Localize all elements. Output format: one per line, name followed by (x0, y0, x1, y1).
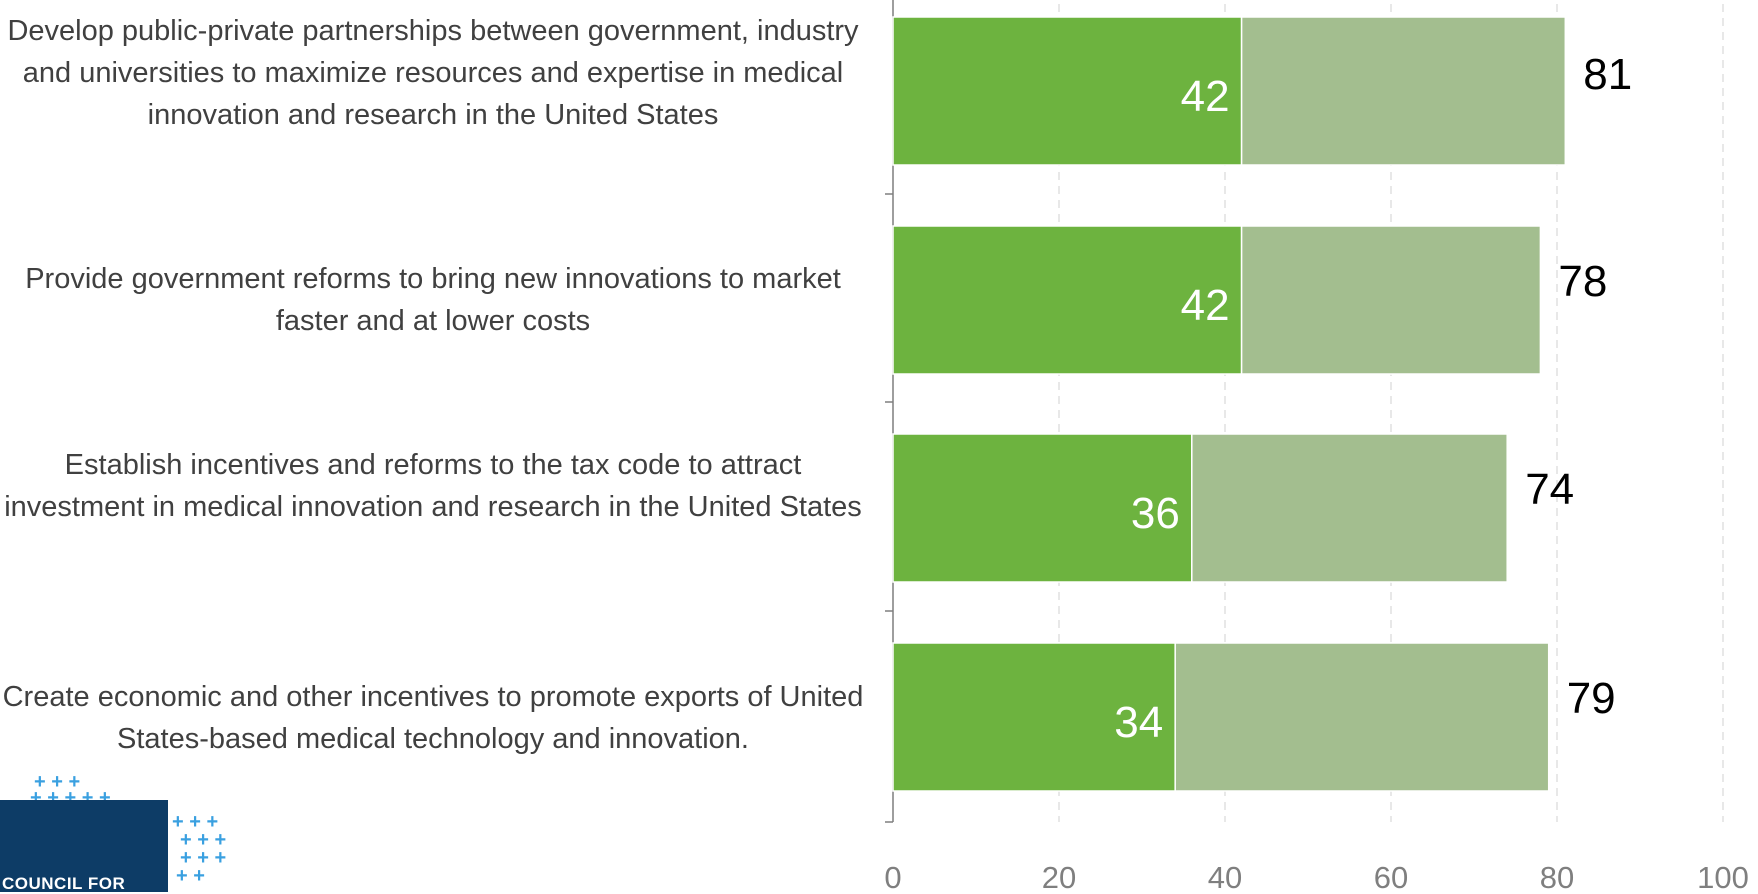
segment-value-label: 36 (1131, 489, 1180, 538)
x-tick-label: 80 (1540, 860, 1574, 892)
total-value-label: 78 (1558, 257, 1607, 306)
x-tick-label: 40 (1208, 860, 1242, 892)
bar-segment-secondary (1191, 433, 1508, 583)
category-label: Develop public-private partnerships betw… (7, 15, 859, 131)
organization-logo: + + + + + + + + + + + + + + + + + + + CO… (0, 771, 240, 893)
plus-mark-icon: + + + (180, 829, 227, 851)
bar-segment-primary (892, 433, 1193, 583)
category-label: Provide government reforms to bring new … (25, 263, 841, 337)
category-label: Establish incentives and reforms to the … (4, 449, 862, 523)
segment-value-label: 42 (1181, 281, 1230, 330)
bar-segment-secondary (1240, 225, 1542, 375)
category-label: Create economic and other incentives to … (2, 681, 864, 755)
logo-box (0, 800, 168, 892)
total-value-label: 79 (1567, 674, 1616, 723)
x-tick-label: 100 (1697, 860, 1749, 892)
total-value-label: 81 (1583, 50, 1632, 99)
plus-mark-icon: + + (176, 865, 205, 887)
bar-segment-secondary (1174, 642, 1550, 792)
logo-text: COUNCIL FOR (2, 874, 126, 893)
bar-segment-primary (892, 225, 1243, 375)
x-tick-label: 60 (1374, 860, 1408, 892)
segment-value-label: 34 (1114, 698, 1163, 747)
x-tick-label: 20 (1042, 860, 1076, 892)
plus-mark-icon: + + + (180, 847, 227, 869)
x-tick-label: 0 (884, 860, 901, 892)
plus-mark-icon: + + + (172, 811, 219, 833)
bar-segment-secondary (1240, 16, 1567, 166)
bar-segment-primary (892, 642, 1176, 792)
segment-value-label: 42 (1181, 72, 1230, 121)
total-value-label: 74 (1525, 465, 1574, 514)
plus-mark-icon: + + + (34, 771, 81, 793)
